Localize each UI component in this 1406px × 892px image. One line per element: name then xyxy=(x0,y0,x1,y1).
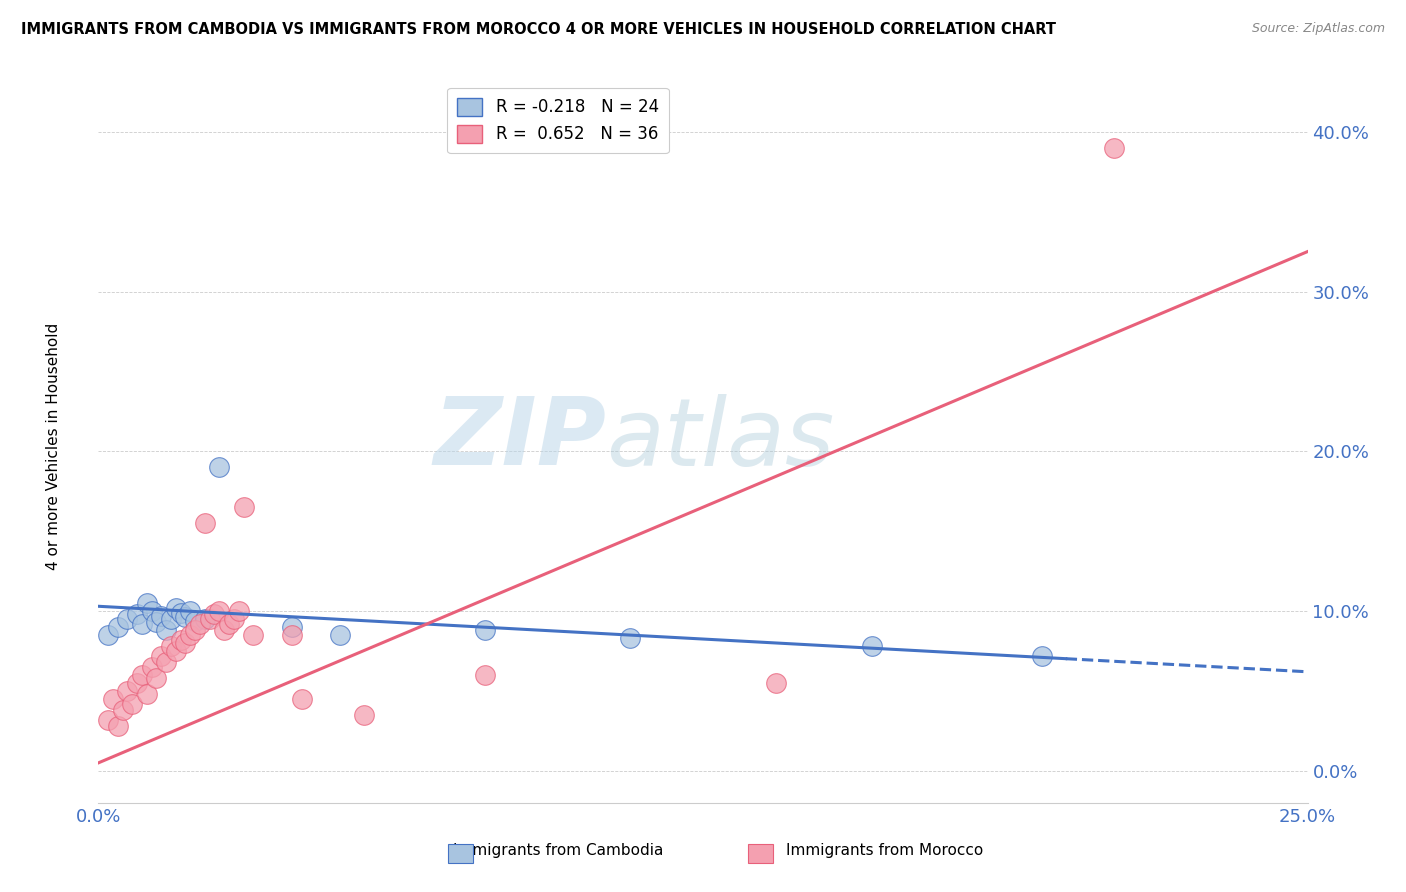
Point xyxy=(242,628,264,642)
Point xyxy=(204,607,226,622)
Point xyxy=(150,608,173,623)
Point xyxy=(232,500,254,515)
Point xyxy=(117,684,139,698)
Point xyxy=(353,707,375,722)
Point xyxy=(160,612,183,626)
Point xyxy=(121,697,143,711)
Point xyxy=(141,604,163,618)
Point xyxy=(765,676,787,690)
Point xyxy=(179,628,201,642)
Point xyxy=(101,692,124,706)
Point xyxy=(174,610,197,624)
Point xyxy=(194,516,217,531)
Point xyxy=(174,636,197,650)
Point xyxy=(212,624,235,638)
Point xyxy=(127,607,149,622)
Point xyxy=(131,668,153,682)
Point xyxy=(194,612,217,626)
Point xyxy=(97,713,120,727)
Point xyxy=(222,612,245,626)
Point xyxy=(150,648,173,663)
Point xyxy=(135,687,157,701)
Point xyxy=(290,692,312,706)
Point xyxy=(860,639,883,653)
Text: IMMIGRANTS FROM CAMBODIA VS IMMIGRANTS FROM MOROCCO 4 OR MORE VEHICLES IN HOUSEH: IMMIGRANTS FROM CAMBODIA VS IMMIGRANTS F… xyxy=(21,22,1056,37)
Point xyxy=(97,628,120,642)
Point xyxy=(111,703,134,717)
Point xyxy=(329,628,352,642)
Point xyxy=(141,660,163,674)
Point xyxy=(474,668,496,682)
Text: ZIP: ZIP xyxy=(433,393,606,485)
Point xyxy=(228,604,250,618)
Point xyxy=(169,606,191,620)
Text: 4 or more Vehicles in Household: 4 or more Vehicles in Household xyxy=(46,322,60,570)
Point xyxy=(208,604,231,618)
Point xyxy=(184,624,207,638)
Point xyxy=(169,632,191,647)
Point xyxy=(281,628,304,642)
Point xyxy=(198,612,221,626)
Point xyxy=(619,632,641,646)
Point xyxy=(131,616,153,631)
Point xyxy=(165,600,187,615)
Point xyxy=(179,604,201,618)
Point xyxy=(135,596,157,610)
Point xyxy=(474,624,496,638)
Point xyxy=(165,644,187,658)
Point xyxy=(127,676,149,690)
Point xyxy=(145,671,167,685)
Text: atlas: atlas xyxy=(606,393,835,485)
Point xyxy=(1031,648,1053,663)
Point xyxy=(117,612,139,626)
Text: Source: ZipAtlas.com: Source: ZipAtlas.com xyxy=(1251,22,1385,36)
Point xyxy=(145,615,167,630)
Point xyxy=(1102,141,1125,155)
Point xyxy=(184,614,207,628)
Point xyxy=(281,620,304,634)
Text: Immigrants from Morocco: Immigrants from Morocco xyxy=(786,843,983,858)
Point xyxy=(188,616,211,631)
Point xyxy=(155,624,177,638)
Point xyxy=(155,655,177,669)
Point xyxy=(208,460,231,475)
Point xyxy=(107,719,129,733)
Point xyxy=(218,616,240,631)
Text: Immigrants from Cambodia: Immigrants from Cambodia xyxy=(453,843,664,858)
Point xyxy=(160,639,183,653)
Point xyxy=(107,620,129,634)
Legend: R = -0.218   N = 24, R =  0.652   N = 36: R = -0.218 N = 24, R = 0.652 N = 36 xyxy=(447,87,669,153)
